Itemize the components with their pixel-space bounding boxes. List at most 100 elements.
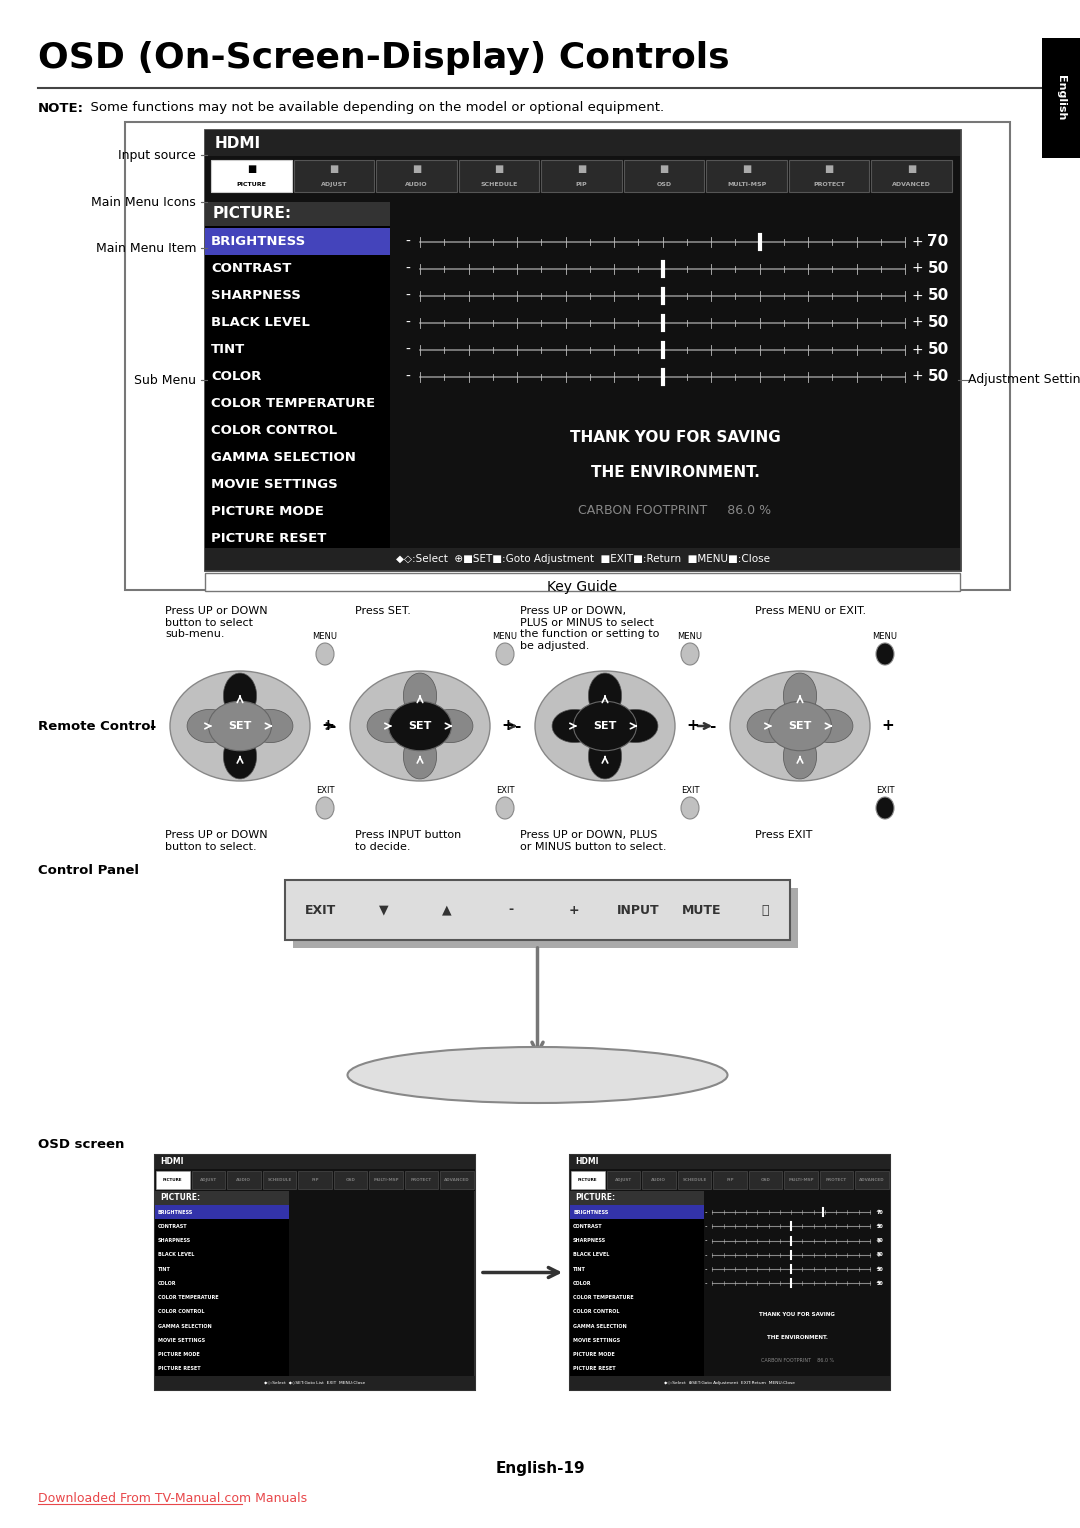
Text: +: +: [912, 234, 922, 249]
Ellipse shape: [612, 709, 658, 743]
Text: ◆◇:Select  ⊕■SET■:Goto Adjustment  ■EXIT■:Return  ■MENU■:Close: ◆◇:Select ⊕■SET■:Goto Adjustment ■EXIT■:…: [395, 555, 769, 564]
Text: MUTE: MUTE: [681, 903, 721, 917]
Text: Main Menu Icons: Main Menu Icons: [91, 196, 195, 208]
Ellipse shape: [403, 733, 436, 779]
Text: -: -: [406, 261, 410, 275]
Text: +: +: [912, 289, 922, 303]
Ellipse shape: [187, 709, 232, 743]
Text: ▲: ▲: [443, 903, 451, 917]
Text: SET: SET: [788, 721, 812, 730]
FancyBboxPatch shape: [571, 1170, 605, 1189]
Text: Press UP or DOWN, PLUS
or MINUS button to select.: Press UP or DOWN, PLUS or MINUS button t…: [519, 830, 666, 851]
Text: Some functions may not be available depending on the model or optional equipment: Some functions may not be available depe…: [82, 101, 664, 115]
Text: INPUT: INPUT: [617, 903, 659, 917]
Text: Sub Menu: Sub Menu: [134, 373, 195, 387]
Ellipse shape: [170, 671, 310, 781]
FancyBboxPatch shape: [570, 1206, 704, 1219]
Text: Adjustment Settings: Adjustment Settings: [968, 373, 1080, 387]
Text: -: -: [705, 1280, 707, 1287]
Text: CONTRAST: CONTRAST: [211, 261, 292, 275]
Text: BLACK LEVEL: BLACK LEVEL: [158, 1253, 194, 1258]
Text: +: +: [875, 1251, 881, 1258]
FancyBboxPatch shape: [293, 888, 798, 947]
Ellipse shape: [348, 1047, 728, 1103]
Text: Remote Control: Remote Control: [38, 720, 156, 732]
Ellipse shape: [876, 798, 894, 819]
Text: PICTURE MODE: PICTURE MODE: [573, 1352, 615, 1357]
Text: Press SET.: Press SET.: [355, 607, 410, 616]
Text: ■: ■: [907, 163, 916, 174]
Text: SET: SET: [408, 721, 432, 730]
FancyBboxPatch shape: [390, 202, 960, 570]
FancyBboxPatch shape: [156, 1206, 289, 1377]
Text: Main Menu Item: Main Menu Item: [95, 241, 195, 255]
Text: INPUT: INPUT: [593, 1070, 630, 1080]
Text: OSD: OSD: [760, 1178, 770, 1183]
Text: +: +: [912, 261, 922, 275]
Text: 50: 50: [928, 315, 948, 330]
Text: OSD: OSD: [346, 1178, 355, 1183]
Text: PROTECT: PROTECT: [411, 1178, 432, 1183]
FancyBboxPatch shape: [441, 1170, 474, 1189]
Text: -: -: [511, 1070, 515, 1080]
FancyBboxPatch shape: [624, 160, 704, 193]
Text: PICTURE RESET: PICTURE RESET: [573, 1366, 616, 1371]
Text: ADVANCED: ADVANCED: [444, 1178, 470, 1183]
Ellipse shape: [783, 672, 816, 718]
FancyBboxPatch shape: [156, 1170, 190, 1189]
FancyBboxPatch shape: [285, 880, 789, 940]
Text: ▼: ▼: [410, 1070, 419, 1080]
FancyBboxPatch shape: [405, 1170, 438, 1189]
FancyBboxPatch shape: [156, 1155, 475, 1169]
Text: -: -: [509, 903, 513, 917]
Text: HDMI: HDMI: [215, 136, 261, 150]
Ellipse shape: [589, 672, 622, 718]
Text: SET: SET: [228, 721, 252, 730]
Text: EXIT: EXIT: [352, 1070, 379, 1080]
Ellipse shape: [769, 701, 832, 750]
FancyBboxPatch shape: [570, 1155, 890, 1169]
Ellipse shape: [876, 643, 894, 665]
Text: Press UP or DOWN,
PLUS or MINUS to select
the function or setting to
be adjusted: Press UP or DOWN, PLUS or MINUS to selec…: [519, 607, 660, 651]
FancyBboxPatch shape: [1042, 38, 1080, 157]
Text: OSD screen: OSD screen: [38, 1138, 124, 1152]
Text: -: -: [705, 1209, 707, 1215]
Text: MULTI-MSP: MULTI-MSP: [788, 1178, 814, 1183]
Text: THE ENVIRONMENT.: THE ENVIRONMENT.: [591, 465, 759, 480]
Text: ADJUST: ADJUST: [200, 1178, 217, 1183]
FancyBboxPatch shape: [294, 160, 374, 193]
FancyBboxPatch shape: [156, 1206, 289, 1219]
Text: Press UP or DOWN
button to select.: Press UP or DOWN button to select.: [165, 830, 268, 851]
Text: +: +: [569, 903, 580, 917]
Text: -: -: [705, 1267, 707, 1273]
Text: PICTURE:: PICTURE:: [160, 1193, 200, 1203]
Text: +: +: [875, 1238, 881, 1244]
Ellipse shape: [573, 701, 636, 750]
Text: SHARPNESS: SHARPNESS: [573, 1238, 606, 1244]
Text: +: +: [557, 1070, 566, 1080]
Text: MOVIE SETTINGS: MOVIE SETTINGS: [573, 1339, 620, 1343]
Text: HDMI: HDMI: [575, 1158, 598, 1166]
Ellipse shape: [589, 733, 622, 779]
FancyBboxPatch shape: [570, 1155, 890, 1390]
FancyBboxPatch shape: [570, 1377, 890, 1390]
Text: GAMMA SELECTION: GAMMA SELECTION: [211, 451, 356, 465]
FancyBboxPatch shape: [677, 1170, 712, 1189]
Text: ◆◇:Select  ⊕SET:Goto Adjustment  EXIT:Return  MENU:Close: ◆◇:Select ⊕SET:Goto Adjustment EXIT:Retu…: [664, 1381, 796, 1384]
Text: Input source: Input source: [118, 148, 195, 162]
FancyBboxPatch shape: [607, 1170, 640, 1189]
Text: CARBON FOOTPRINT     86.0 %: CARBON FOOTPRINT 86.0 %: [579, 504, 771, 516]
FancyBboxPatch shape: [262, 1170, 296, 1189]
Text: ⏻: ⏻: [761, 903, 769, 917]
Text: MULTI-MSP: MULTI-MSP: [727, 182, 766, 188]
Text: PICTURE MODE: PICTURE MODE: [211, 504, 324, 518]
Text: -: -: [149, 718, 156, 733]
Ellipse shape: [389, 701, 451, 750]
FancyBboxPatch shape: [541, 160, 622, 193]
FancyBboxPatch shape: [784, 1170, 818, 1189]
Text: -: -: [406, 289, 410, 303]
FancyBboxPatch shape: [211, 160, 292, 193]
Text: ◆◇:Select  ◆◇SET:Goto List  EXIT  MENU:Close: ◆◇:Select ◆◇SET:Goto List EXIT MENU:Clos…: [265, 1381, 366, 1384]
Text: ADVANCED: ADVANCED: [892, 182, 931, 188]
Text: COLOR: COLOR: [211, 370, 261, 384]
